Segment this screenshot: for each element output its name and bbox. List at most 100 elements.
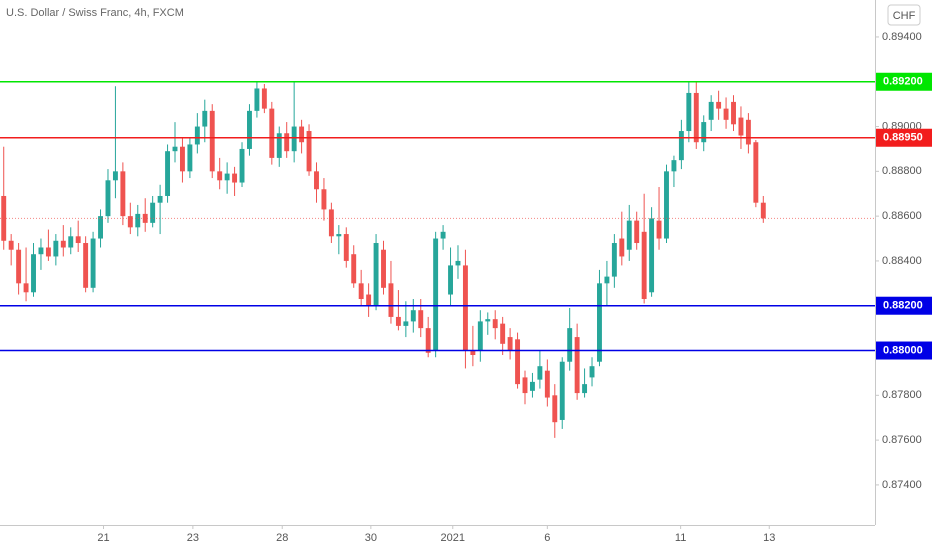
candle-body — [68, 236, 74, 248]
candle-body — [671, 160, 677, 172]
candle-body — [477, 321, 483, 351]
candle-body — [693, 92, 699, 143]
level-price-label: 0.88950 — [883, 132, 923, 144]
candle-body — [611, 243, 617, 277]
x-tick-label: 28 — [276, 532, 288, 544]
candle-body — [455, 260, 461, 266]
candle-body — [701, 122, 707, 143]
candle-body — [418, 310, 424, 329]
candle-body — [127, 216, 133, 228]
candle-body — [656, 220, 662, 239]
candle-body — [462, 265, 468, 351]
x-tick-label: 6 — [544, 532, 550, 544]
candle-body — [641, 231, 647, 300]
candle-body — [395, 316, 401, 326]
candle-body — [626, 220, 632, 250]
candle-body — [634, 220, 640, 244]
candle-body — [515, 339, 521, 385]
level-price-label: 0.88000 — [883, 344, 923, 356]
candle-body — [582, 384, 588, 394]
candle-body — [723, 108, 729, 120]
candle-body — [172, 146, 178, 152]
candle-body — [247, 110, 252, 149]
candle-body — [425, 328, 431, 353]
level-price-label: 0.89200 — [883, 76, 923, 88]
candle-body — [738, 117, 744, 136]
y-tick-label: 0.88800 — [882, 165, 922, 177]
candle-body — [448, 265, 453, 295]
candle-body — [388, 283, 394, 317]
candle-body — [410, 310, 416, 322]
currency-button[interactable] — [887, 4, 921, 26]
candle-body — [209, 110, 215, 172]
candle-body — [83, 243, 89, 288]
candle-body — [753, 142, 759, 203]
candle-body — [678, 131, 684, 161]
candle-body — [597, 283, 602, 362]
candle-body — [90, 238, 96, 288]
candle-body — [500, 323, 506, 344]
candle-body — [574, 337, 580, 394]
candle-body — [194, 126, 200, 145]
candle-body — [23, 283, 29, 293]
candle-body — [239, 148, 245, 183]
candle-body — [552, 395, 558, 423]
candle-body — [150, 202, 156, 223]
candle-body — [537, 366, 543, 380]
y-tick-label: 0.88400 — [882, 255, 922, 267]
candle-body — [373, 243, 379, 306]
candle-body — [16, 249, 22, 284]
x-tick-label: 23 — [187, 532, 199, 544]
candle-body — [179, 146, 185, 172]
candle-body — [306, 131, 312, 172]
candle-body — [53, 240, 59, 257]
candle-body — [403, 321, 409, 326]
x-tick-label: 13 — [763, 532, 775, 544]
candle-body — [381, 249, 386, 288]
candle-body — [299, 126, 305, 143]
candle-body — [567, 328, 573, 362]
candle-body — [440, 231, 446, 239]
y-tick-label: 0.87800 — [882, 389, 922, 401]
x-tick-label: 11 — [675, 532, 686, 544]
candle-body — [112, 171, 118, 181]
candle-body — [619, 238, 625, 257]
candle-body — [314, 171, 319, 190]
candle-body — [31, 254, 36, 293]
candle-body — [507, 337, 513, 351]
candle-body — [522, 377, 528, 394]
candle-body — [366, 294, 372, 306]
candle-body — [269, 108, 275, 158]
y-tick-label: 0.89400 — [882, 31, 922, 43]
y-tick-label: 0.88600 — [882, 210, 922, 222]
currency-label: CHF — [893, 10, 916, 22]
candle-body — [664, 171, 669, 239]
candle-body — [261, 88, 267, 109]
candle-body — [328, 209, 334, 237]
chart-title: U.S. Dollar / Swiss Franc, 4h, FXCM — [6, 7, 184, 19]
candle-body — [351, 254, 357, 284]
candle-body — [165, 151, 171, 196]
candle-body — [135, 213, 141, 228]
candle-body — [142, 213, 148, 223]
y-tick-label: 0.87600 — [882, 434, 922, 446]
candle-body — [589, 366, 595, 378]
candle-body — [75, 236, 81, 244]
candle-body — [98, 216, 103, 239]
candle-body — [529, 381, 535, 391]
candle-body — [8, 240, 14, 250]
candle-body — [38, 247, 44, 255]
candle-body — [559, 361, 565, 420]
candle-body — [187, 144, 193, 172]
candle-body — [276, 133, 282, 158]
candle-body — [544, 370, 550, 398]
level-price-box — [876, 128, 932, 147]
candle-body — [708, 101, 714, 120]
candle-body — [321, 189, 327, 210]
candle-body — [224, 173, 230, 181]
x-tick-label: 30 — [365, 532, 377, 544]
candle-body — [485, 319, 491, 322]
candle-body — [217, 171, 223, 181]
